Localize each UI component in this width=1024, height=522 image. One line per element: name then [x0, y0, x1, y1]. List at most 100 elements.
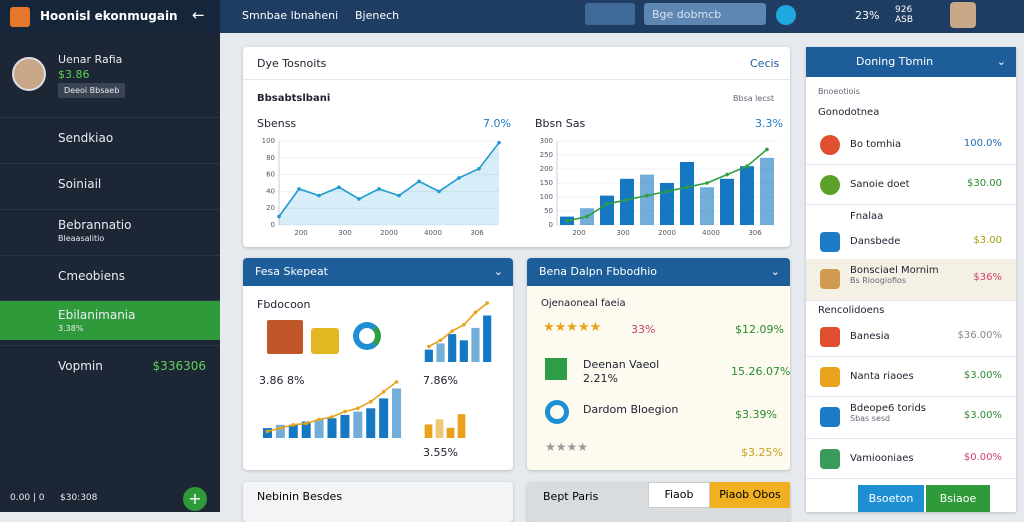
bar — [680, 162, 694, 225]
value: $3.25% — [741, 446, 783, 459]
sub: Sbas sesd — [850, 414, 891, 423]
y-tick-label: 0 — [549, 221, 553, 229]
bar — [379, 398, 389, 438]
point — [745, 164, 749, 168]
value: $36.00% — [957, 330, 1003, 341]
point — [297, 187, 301, 191]
y-tick-label: 40 — [266, 187, 275, 195]
list-item[interactable]: Sanoie doet $30.00 — [806, 165, 1016, 205]
brand: Hoonisl ekonmugain — [40, 9, 178, 23]
list-item[interactable]: Banesia $36.00% — [806, 317, 1016, 357]
back-button[interactable]: ← — [192, 6, 205, 24]
label: Sanoie doet — [850, 179, 910, 190]
point — [357, 197, 361, 201]
menu-item[interactable]: Soiniail — [0, 163, 220, 203]
y-tick-label: 150 — [540, 179, 553, 187]
card-action[interactable]: Cecis — [750, 57, 780, 70]
bar — [275, 424, 285, 438]
bar — [483, 315, 492, 362]
list-item[interactable]: Bdeope6 torids Sbas sesd $3.00% — [806, 397, 1016, 439]
button[interactable]: Bsiaoe — [926, 485, 990, 512]
avatar[interactable] — [950, 2, 976, 28]
y-tick-label: 250 — [540, 151, 553, 159]
list-item[interactable]: Vamiooniaes $0.00% — [806, 439, 1016, 479]
line — [428, 302, 488, 348]
point — [473, 310, 478, 315]
value: $3.39% — [735, 408, 777, 421]
bar-chart — [424, 301, 492, 362]
bar — [436, 343, 445, 362]
menu-item[interactable]: Bebrannatio Bleaasalitio — [0, 209, 220, 249]
list-item[interactable]: Bonsciael Mornim Bs Rloogiofios $36% — [806, 259, 1016, 301]
label: 33% — [631, 323, 656, 336]
card-title: Dye Tosnoits — [257, 57, 327, 70]
x-tick-label: 2000 — [380, 229, 398, 237]
list-item[interactable]: Nanta riaoes $3.00% — [806, 357, 1016, 397]
bar — [720, 178, 734, 225]
point — [565, 219, 569, 223]
line — [278, 142, 500, 218]
point — [457, 176, 461, 180]
icon[interactable] — [776, 5, 796, 25]
sub: 2.21% — [583, 372, 618, 385]
sales-card: Fesa Skepeat ⌄ Fbdocoon 3.86 8% 7.86% 3.5… — [243, 258, 513, 470]
point — [605, 202, 609, 206]
user-button[interactable]: Deeoi Bbsaeb — [58, 83, 126, 98]
y-tick-label: 200 — [540, 165, 553, 173]
button[interactable]: Piaob Obos — [710, 482, 790, 508]
point — [356, 406, 360, 411]
point — [450, 329, 454, 333]
point — [685, 185, 689, 189]
bar — [301, 421, 311, 438]
list-item[interactable]: Bo tomhia 100.0% — [806, 125, 1016, 165]
filter[interactable]: Ojenaoneal faeia — [541, 298, 626, 309]
point — [337, 185, 341, 189]
point — [765, 147, 769, 152]
icon — [311, 328, 339, 354]
value: $0.00% — [963, 452, 1002, 463]
bar — [424, 424, 433, 438]
dropdown[interactable] — [585, 3, 635, 25]
bar — [424, 349, 433, 362]
add-button[interactable]: + — [183, 487, 207, 511]
right-panel: Doning Tbmin ⌄ Bnoeotiois Gonodotnea Bo t… — [806, 47, 1016, 512]
label: Bebrannatio — [58, 218, 132, 232]
footer: 0.00 | 0 — [10, 493, 45, 503]
menu-item[interactable]: Cmeobiens — [0, 255, 220, 295]
value: 7.86% — [423, 374, 458, 387]
stat: 926 ASB — [895, 5, 914, 25]
x-tick-label: 200 — [572, 229, 585, 237]
card-header: Bena Dalpn Fbbodhio ⌄ — [527, 258, 790, 286]
menu-item-active[interactable]: Ebilanimania 3.38% — [0, 300, 220, 340]
button[interactable]: Fiaob — [648, 482, 710, 508]
section-title: Fbdocoon — [257, 298, 311, 311]
label: Fnalaa — [850, 211, 884, 222]
menu-item[interactable]: Sendkiao — [0, 117, 220, 157]
menu-item[interactable]: Vopmin $336306 — [0, 345, 220, 385]
value: $3.00% — [963, 370, 1002, 381]
sub: Bs Rloogiofios — [850, 276, 907, 285]
list-item[interactable]: Dansbede $3.00 — [806, 222, 1016, 262]
point — [368, 399, 373, 404]
tab[interactable]: Bjenech — [355, 9, 400, 22]
stat: 23% — [855, 9, 880, 22]
y-tick-label: 100 — [540, 193, 553, 201]
list-item[interactable]: Fnalaa — [806, 207, 1016, 225]
bar — [327, 418, 337, 438]
chart-change: 7.0% — [483, 117, 511, 130]
details-card: Bena Dalpn Fbbodhio ⌄ Ojenaoneal faeia ★★… — [527, 258, 790, 470]
button[interactable]: Bsoeton — [858, 485, 924, 512]
label: Ebilanimania — [58, 308, 136, 322]
icon — [545, 400, 569, 424]
point — [437, 189, 441, 194]
card-title: Nebinin Besdes — [257, 490, 343, 503]
card-title: Fesa Skepeat — [255, 265, 328, 278]
point — [343, 409, 347, 414]
menu[interactable]: Smnbae lbnaheni — [242, 9, 339, 22]
search-box[interactable]: Bge dobmcb — [644, 3, 766, 25]
y-tick-label: 50 — [544, 207, 553, 215]
bar — [446, 427, 455, 438]
label: Bdeope6 torids — [850, 403, 927, 414]
bar — [700, 187, 714, 225]
label: Nanta riaoes — [850, 371, 914, 382]
